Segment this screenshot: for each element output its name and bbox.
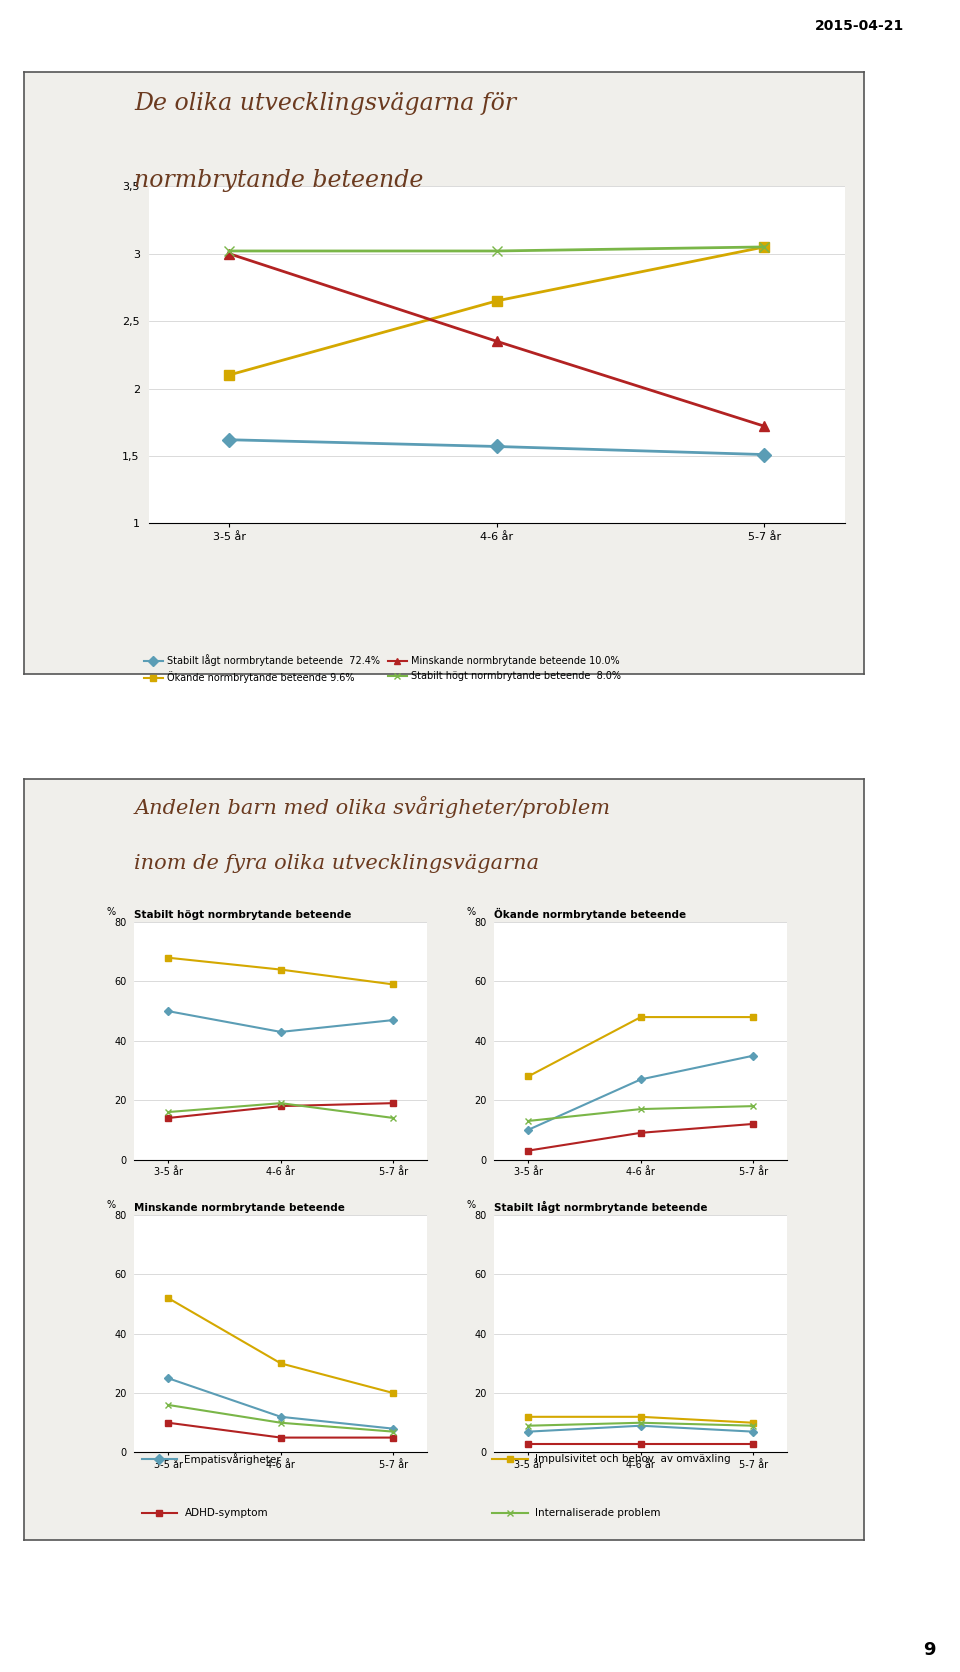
Text: inom de fyra olika utvecklingsvägarna: inom de fyra olika utvecklingsvägarna: [134, 854, 540, 873]
Text: 2015-04-21: 2015-04-21: [815, 18, 903, 33]
Text: Andelen barn med olika svårigheter/problem: Andelen barn med olika svårigheter/probl…: [134, 796, 611, 818]
Y-axis label: %: %: [467, 908, 475, 918]
Legend: Stabilt lågt normbrytande beteende  72.4%, Ökande normbrytande beteende 9.6%, Mi: Stabilt lågt normbrytande beteende 72.4%…: [140, 650, 625, 687]
Y-axis label: %: %: [107, 908, 115, 918]
Y-axis label: %: %: [467, 1200, 475, 1211]
Text: Ökande normbrytande beteende: Ökande normbrytande beteende: [494, 908, 686, 920]
Text: normbrytande beteende: normbrytande beteende: [134, 169, 423, 192]
Text: Stabilt högt normbrytande beteende: Stabilt högt normbrytande beteende: [134, 910, 351, 920]
Text: Impulsivitet och behov  av omväxling: Impulsivitet och behov av omväxling: [535, 1455, 731, 1465]
Text: Stabilt lågt normbrytande beteende: Stabilt lågt normbrytande beteende: [494, 1200, 708, 1212]
Text: Minskande normbrytande beteende: Minskande normbrytande beteende: [134, 1202, 346, 1212]
Text: 9: 9: [924, 1640, 936, 1659]
Text: Empatisvårigheter: Empatisvårigheter: [184, 1453, 281, 1465]
Text: Internaliserade problem: Internaliserade problem: [535, 1508, 660, 1518]
Text: De olika utvecklingsvägarna för: De olika utvecklingsvägarna för: [134, 92, 516, 115]
Text: ADHD-symptom: ADHD-symptom: [184, 1508, 268, 1518]
Y-axis label: %: %: [107, 1200, 115, 1211]
